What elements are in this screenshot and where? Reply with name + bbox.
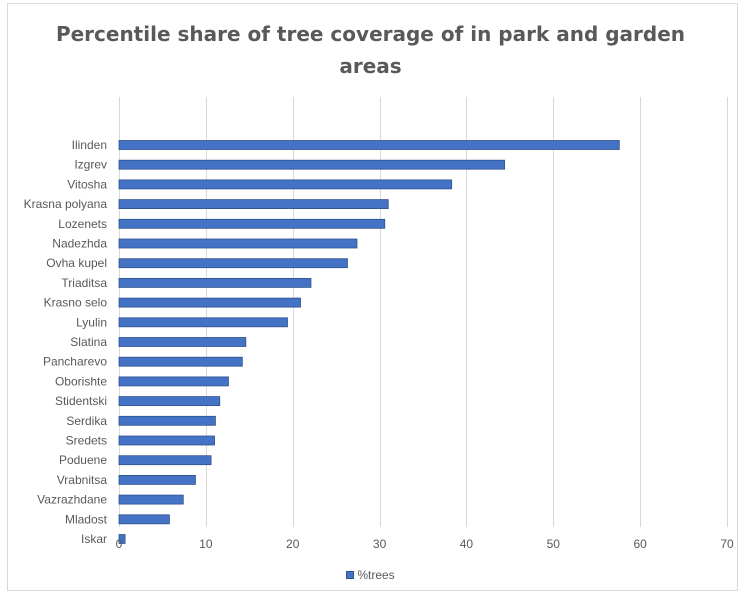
category-label: Ilinden bbox=[72, 138, 107, 152]
category-label: Poduene bbox=[59, 453, 107, 467]
x-tick-label: 40 bbox=[460, 537, 474, 551]
bar bbox=[118, 159, 506, 170]
bar bbox=[118, 415, 216, 426]
category-label: Pancharevo bbox=[43, 355, 107, 369]
category-label: Iskar bbox=[81, 532, 107, 546]
category-label: Izgrev bbox=[74, 158, 107, 172]
category-label: Mladost bbox=[65, 512, 108, 526]
bar bbox=[118, 435, 215, 446]
bar bbox=[118, 474, 196, 485]
category-label: Lyulin bbox=[76, 315, 107, 329]
x-tick-label: 70 bbox=[720, 537, 734, 551]
bar bbox=[118, 514, 170, 525]
category-label: Krasna polyana bbox=[24, 197, 108, 211]
bar bbox=[118, 218, 386, 229]
legend: %trees bbox=[0, 567, 741, 582]
category-label: Vrabnitsa bbox=[57, 473, 108, 487]
category-label: Vazrazhdane bbox=[37, 493, 107, 507]
legend-swatch bbox=[346, 570, 355, 579]
bar bbox=[118, 277, 312, 288]
category-label: Ovha kupel bbox=[46, 256, 107, 270]
bar bbox=[118, 238, 358, 249]
x-tick-label: 10 bbox=[199, 537, 213, 551]
chart-title-line-2: areas bbox=[339, 54, 402, 78]
category-label: Nadezhda bbox=[52, 237, 107, 251]
bar bbox=[118, 258, 348, 269]
bar bbox=[118, 396, 221, 407]
bar bbox=[118, 317, 288, 328]
bar bbox=[118, 376, 229, 387]
bar bbox=[118, 140, 620, 150]
category-label: Krasno selo bbox=[44, 296, 108, 310]
chart-title: Percentile share of tree coverage of in … bbox=[0, 18, 741, 82]
bar bbox=[118, 199, 389, 210]
category-label: Triaditsa bbox=[61, 276, 107, 290]
category-label: Sredets bbox=[66, 434, 107, 448]
bar bbox=[118, 337, 247, 347]
category-label: Slatina bbox=[70, 335, 107, 349]
chart-area bbox=[7, 3, 738, 591]
legend-label: %trees bbox=[357, 567, 395, 582]
x-tick-label: 50 bbox=[547, 537, 561, 551]
category-label: Lozenets bbox=[58, 217, 107, 231]
bar bbox=[118, 534, 126, 544]
bar bbox=[118, 455, 212, 466]
x-tick-label: 0 bbox=[116, 537, 123, 551]
x-tick-label: 20 bbox=[286, 537, 300, 551]
chart-title-line-1: Percentile share of tree coverage of in … bbox=[55, 22, 686, 46]
category-label: Oborishte bbox=[55, 374, 107, 388]
bar bbox=[118, 494, 184, 505]
category-label: Stidentski bbox=[55, 394, 107, 408]
bar bbox=[118, 356, 243, 367]
category-label: Serdika bbox=[66, 414, 107, 428]
category-label: Vitosha bbox=[67, 177, 107, 191]
bar bbox=[118, 297, 301, 308]
bar bbox=[118, 179, 453, 190]
x-tick-label: 60 bbox=[633, 537, 647, 551]
x-tick-label: 30 bbox=[373, 537, 387, 551]
